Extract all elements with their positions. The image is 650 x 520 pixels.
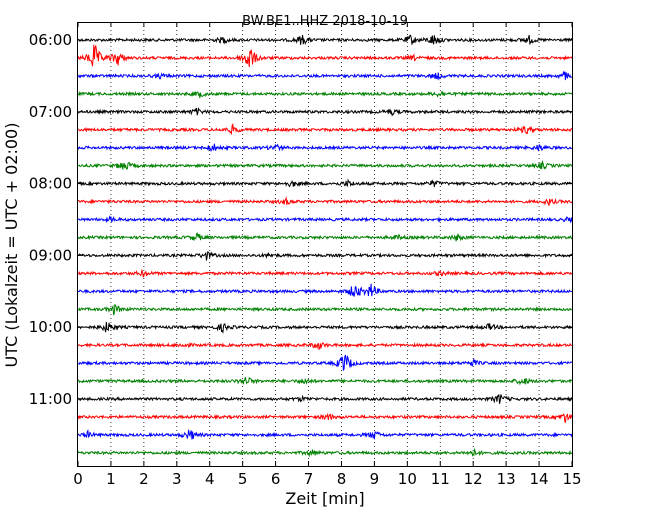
seismic-trace: [77, 341, 573, 351]
x-axis-label: Zeit [min]: [285, 489, 364, 508]
axis-ticks: 0 1 2 3 4 5 6 7 8 9 10 11 12 13 14 1506:0007:0008:0009:…: [29, 22, 582, 488]
x-tick-label: 1: [106, 470, 116, 488]
x-tick-label: 7: [304, 470, 314, 488]
x-tick-label: 15: [562, 470, 581, 488]
y-tick-label: 07:00: [29, 103, 72, 121]
x-tick-label: 10: [398, 470, 417, 488]
x-tick-label: 5: [238, 470, 248, 488]
seismic-trace: [77, 232, 573, 242]
x-tick-label: 9: [370, 470, 380, 488]
y-tick-label: 10:00: [29, 318, 72, 336]
seismic-trace: [77, 376, 573, 386]
seismic-trace: [77, 412, 573, 423]
seismic-trace: [77, 106, 573, 117]
x-tick-label: 14: [530, 470, 549, 488]
x-tick-label: 0: [73, 470, 83, 488]
x-tick-label: 12: [464, 470, 483, 488]
chart-title: BW.BE1..HHZ 2018-10-19: [242, 14, 408, 29]
x-tick-label: 8: [337, 470, 347, 488]
x-tick-label: 2: [139, 470, 149, 488]
seismic-trace: [77, 122, 573, 136]
seismic-trace: [77, 196, 573, 206]
seismic-trace: [77, 178, 573, 188]
seismic-trace: [77, 44, 573, 68]
y-axis-label: UTC (Lokalzeit = UTC + 02:00): [2, 123, 21, 368]
seismic-trace: [77, 303, 573, 316]
y-tick-label: 09:00: [29, 246, 72, 264]
x-tick-label: 13: [497, 470, 516, 488]
seismic-trace: [77, 143, 573, 152]
y-tick-label: 06:00: [29, 31, 72, 49]
y-tick-label: 11:00: [29, 390, 72, 408]
trace-layer: [77, 34, 573, 458]
seismic-trace: [77, 159, 573, 170]
seismic-trace: [77, 283, 573, 297]
seismic-trace: [77, 354, 573, 371]
x-tick-label: 3: [172, 470, 182, 488]
y-tick-label: 08:00: [29, 175, 72, 193]
plot-frame: [77, 22, 573, 467]
seismic-trace: [77, 268, 573, 278]
seismic-trace: [77, 394, 573, 404]
seismic-trace: [77, 34, 573, 45]
x-tick-label: 11: [431, 470, 450, 488]
x-tick-label: 4: [205, 470, 215, 488]
seismic-trace: [77, 251, 573, 261]
seismic-trace: [77, 429, 573, 440]
seismic-trace: [77, 90, 573, 99]
x-tick-label: 6: [271, 470, 281, 488]
seismic-trace: [77, 321, 573, 335]
seismic-trace: [77, 215, 573, 224]
seismic-trace: [77, 70, 572, 81]
seismic-trace: [77, 447, 573, 458]
